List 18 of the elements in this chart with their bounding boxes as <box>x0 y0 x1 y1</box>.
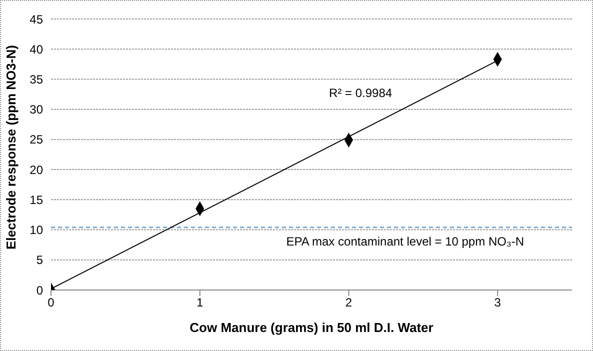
x-tick-label: 0 <box>48 296 55 310</box>
ref-line-label: EPA max contaminant level = 10 ppm NO₃-N <box>286 234 524 248</box>
y-tick-label: 20 <box>30 162 44 177</box>
y-tick-label: 15 <box>30 192 44 207</box>
x-tick-label: 3 <box>494 296 502 310</box>
y-tick-label: 40 <box>30 42 44 56</box>
x-tick-label: 2 <box>345 296 352 310</box>
y-tick-label: 25 <box>30 132 44 147</box>
y-tick-label: 10 <box>30 223 44 238</box>
annotation: R² = 0.9984 <box>329 86 392 100</box>
y-tick-label: 30 <box>30 102 44 117</box>
x-tick-label: 1 <box>196 296 204 310</box>
y-tick-label: 5 <box>36 253 44 268</box>
y-axis-title: Electrode response (ppm NO3-N) <box>4 45 19 250</box>
y-tick-label: 35 <box>30 72 44 86</box>
y-tick-label: 0 <box>36 283 44 298</box>
x-axis-title: Cow Manure (grams) in 50 ml D.I. Water <box>190 320 434 335</box>
y-tick-label: 45 <box>30 12 44 26</box>
